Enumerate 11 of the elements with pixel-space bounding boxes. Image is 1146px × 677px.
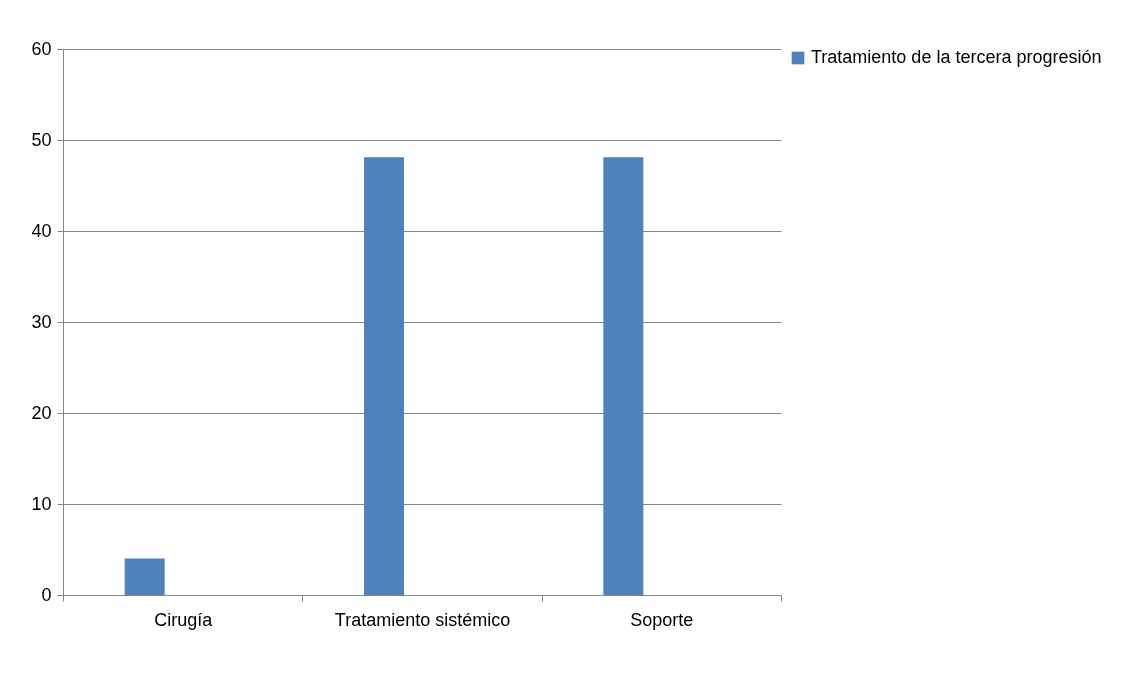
y-tick-label: 10 — [31, 493, 52, 514]
y-tick-label: 60 — [31, 38, 52, 59]
y-tick-label: 20 — [31, 402, 52, 423]
legend-label: Tratamiento de la tercera progresión — [811, 47, 1102, 67]
y-tick-label: 40 — [31, 220, 52, 241]
y-tick-label: 30 — [31, 311, 52, 332]
x-tick-label: Cirugía — [154, 609, 214, 630]
y-tick-label: 50 — [31, 129, 52, 150]
y-tick-label: 0 — [41, 584, 52, 605]
x-tick-label: Soporte — [630, 609, 694, 630]
x-tick-label: Tratamiento sistémico — [334, 609, 511, 630]
